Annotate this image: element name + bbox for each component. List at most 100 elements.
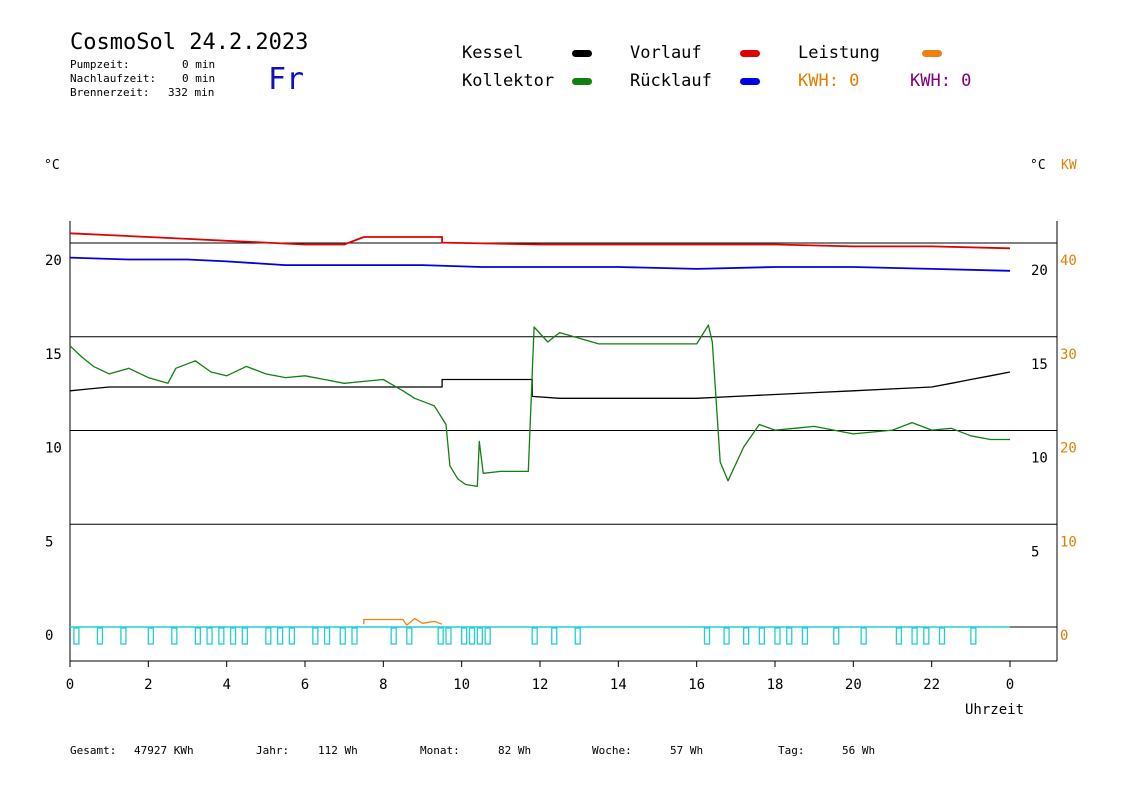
- x-tick-label-5: 10: [453, 677, 470, 693]
- y-tick-right-kw-0: 0: [1060, 628, 1068, 644]
- legend-kollektor-swatch: [572, 78, 592, 85]
- stat-label-pumpzeit: Pumpzeit:: [70, 58, 130, 71]
- series-line-kollektor: [69, 324, 1010, 488]
- pump-pulse-0: [73, 627, 80, 645]
- x-axis-label: Uhrzeit: [965, 702, 1025, 718]
- x-tick-label-3: 6: [301, 677, 309, 693]
- pump-pulse-2: [120, 627, 127, 645]
- pump-pulse-30: [743, 627, 750, 645]
- pump-pulse-6: [206, 627, 213, 645]
- legend-ruecklauf-swatch: [740, 78, 760, 85]
- series-line-leistung: [363, 617, 443, 626]
- legend-leistung-swatch: [922, 50, 942, 57]
- legend-kessel-label: Kessel: [462, 43, 524, 63]
- pump-pulse-29: [723, 627, 730, 645]
- right-axis-unit-celsius: °C: [1030, 158, 1046, 173]
- y-tick-left-15: 15: [45, 347, 62, 363]
- footer-gesamt-label: Gesamt:: [70, 744, 117, 757]
- pump-pulse-18: [406, 627, 413, 645]
- pump-pulse-10: [265, 627, 272, 645]
- footer-jahr-label: Jahr:: [256, 744, 290, 757]
- stat-value-brennerzeit: 332 min: [168, 86, 215, 99]
- footer-woche-label: Woche:: [592, 744, 632, 757]
- footer-tag-value: 56 Wh: [842, 744, 876, 757]
- y-tick-left-10: 10: [45, 441, 62, 457]
- pump-pulse-1: [96, 627, 104, 645]
- pump-pulse-5: [194, 627, 201, 645]
- pump-pulse-21: [461, 627, 468, 645]
- y-tick-right-kw-20: 20: [1060, 441, 1077, 457]
- x-tick-label-1: 2: [144, 677, 152, 693]
- footer-jahr-value: 112 Wh: [318, 744, 358, 757]
- pump-pulse-22: [468, 627, 476, 645]
- x-tick-label-11: 22: [923, 677, 940, 693]
- pump-pulse-17: [390, 627, 397, 645]
- y-tick-left-0: 0: [45, 628, 53, 644]
- pump-pulse-33: [786, 627, 793, 645]
- stat-value-pumpzeit: 0 min: [182, 58, 216, 71]
- stat-value-nachlaufzeit: 0 min: [182, 72, 216, 85]
- stat-label-brennerzeit: Brennerzeit:: [70, 86, 150, 99]
- pump-pulse-28: [703, 627, 711, 645]
- pump-pulse-11: [276, 627, 284, 645]
- pump-pulse-32: [774, 627, 781, 645]
- pump-pulse-27: [574, 627, 581, 645]
- y-tick-right-c-15: 15: [1031, 357, 1048, 373]
- x-tick-label-12: 0: [1006, 677, 1014, 693]
- x-tick-label-6: 12: [532, 677, 549, 693]
- weekday-label: Fr: [268, 62, 305, 97]
- pump-pulse-31: [758, 627, 765, 645]
- x-tick-label-0: 0: [66, 677, 74, 693]
- pump-pulse-39: [923, 627, 930, 645]
- pump-pulse-7: [218, 627, 225, 645]
- x-tick-label-8: 16: [688, 677, 705, 693]
- pump-pulse-13: [312, 627, 319, 645]
- right-axis-unit-kw: KW: [1061, 158, 1077, 173]
- pump-pulse-23: [476, 627, 483, 645]
- x-tick-label-2: 4: [222, 677, 230, 693]
- y-tick-right-c-10: 10: [1031, 451, 1048, 467]
- footer-woche-value: 57 Wh: [670, 744, 704, 757]
- pump-pulse-34: [801, 627, 809, 645]
- pump-pulse-8: [229, 627, 237, 645]
- y-tick-right-kw-30: 30: [1060, 347, 1077, 363]
- pump-pulse-16: [351, 627, 358, 645]
- pump-pulse-40: [938, 627, 946, 645]
- pump-pulse-12: [288, 627, 295, 645]
- footer-tag-label: Tag:: [778, 744, 805, 757]
- left-axis-unit: °C: [44, 158, 60, 173]
- pump-pulse-4: [171, 627, 178, 645]
- legend-leistung-label: Leistung: [798, 43, 880, 63]
- pump-pulse-26: [551, 627, 558, 645]
- y-tick-right-kw-10: 10: [1060, 534, 1077, 550]
- legend-kwh-orange: KWH: 0: [798, 71, 860, 91]
- legend-kessel-swatch: [572, 50, 592, 57]
- footer-monat-label: Monat:: [420, 744, 460, 757]
- legend-kwh-purple: KWH: 0: [910, 71, 972, 91]
- series-line-vorlauf: [69, 232, 1011, 250]
- pump-pulse-24: [484, 627, 491, 645]
- pump-pulse-25: [531, 627, 538, 645]
- y-tick-left-5: 5: [45, 534, 53, 550]
- pump-pulse-41: [970, 627, 977, 645]
- footer-gesamt-value: 47927 KWh: [134, 744, 194, 757]
- legend-kollektor-label: Kollektor: [462, 71, 555, 91]
- legend-vorlauf-label: Vorlauf: [630, 43, 702, 63]
- chart-title: CosmoSol 24.2.2023: [70, 30, 309, 55]
- stat-label-nachlaufzeit: Nachlaufzeit:: [70, 72, 157, 85]
- x-tick-label-10: 20: [845, 677, 862, 693]
- pump-pulse-20: [445, 627, 452, 645]
- pump-pulse-9: [241, 627, 248, 645]
- y-tick-right-kw-40: 40: [1060, 253, 1077, 269]
- pump-pulse-38: [911, 627, 918, 645]
- pump-pulse-15: [339, 627, 346, 645]
- pump-pulse-35: [833, 627, 840, 645]
- x-tick-label-9: 18: [767, 677, 784, 693]
- pump-pulse-36: [860, 627, 867, 645]
- y-tick-right-c-20: 20: [1031, 263, 1048, 279]
- y-tick-left-20: 20: [45, 253, 62, 269]
- series-line-kessel: [69, 371, 1011, 399]
- legend-vorlauf-swatch: [740, 50, 760, 57]
- series-line-rcklauf: [69, 256, 1011, 272]
